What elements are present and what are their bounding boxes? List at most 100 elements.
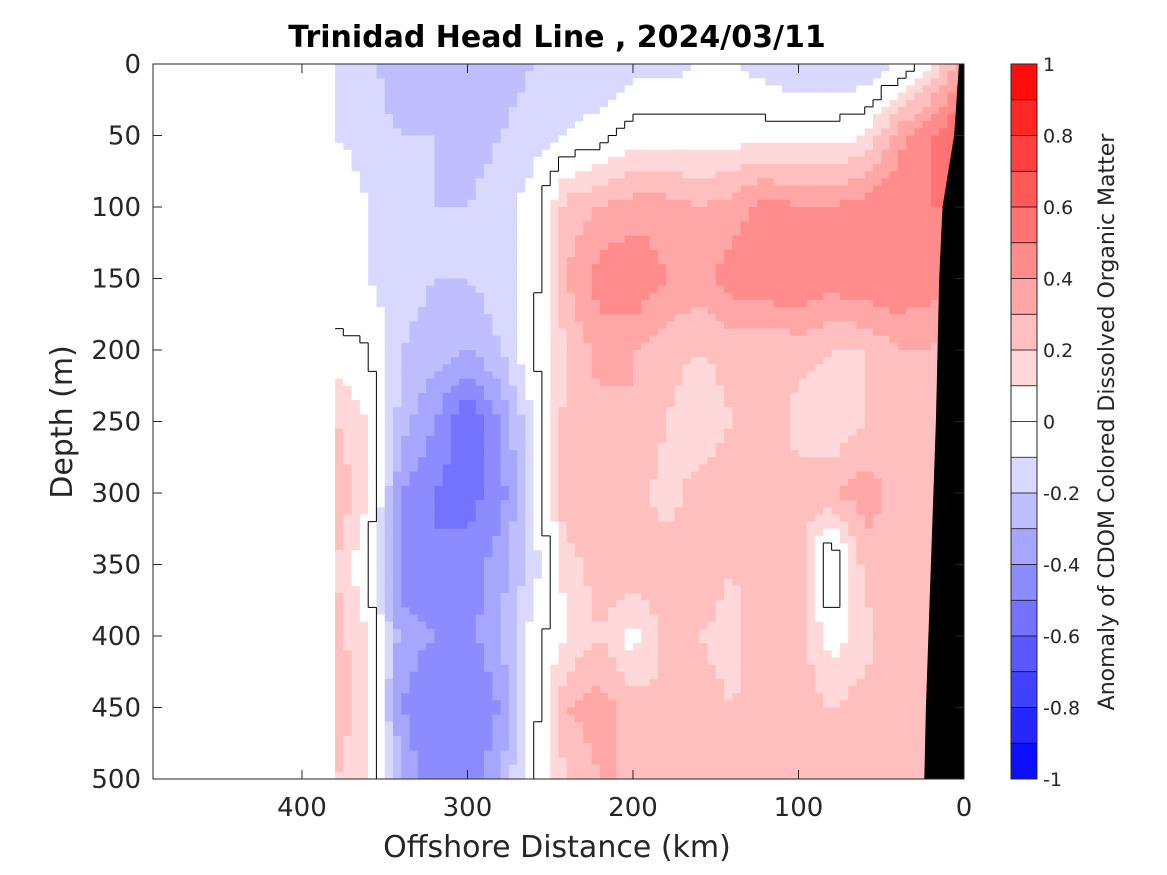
field-cell xyxy=(806,192,816,201)
field-cell xyxy=(781,400,791,408)
field-cell xyxy=(616,407,626,415)
field-cell xyxy=(649,214,659,222)
field-cell xyxy=(748,514,758,523)
field-cell xyxy=(815,435,824,444)
field-cell xyxy=(450,457,460,465)
field-cell xyxy=(392,264,402,272)
field-cell xyxy=(426,521,435,530)
field-cell xyxy=(442,121,452,129)
field-cell xyxy=(748,156,758,165)
field-cell xyxy=(699,521,709,530)
field-cell xyxy=(740,392,750,401)
field-cell xyxy=(897,264,907,272)
field-cell xyxy=(467,228,477,237)
field-cell xyxy=(715,357,725,365)
field-cell xyxy=(434,292,444,301)
field-cell xyxy=(550,78,560,87)
field-cell xyxy=(624,471,634,480)
field-cell xyxy=(368,271,378,280)
field-cell xyxy=(426,121,435,129)
field-cell xyxy=(409,92,419,101)
field-cell xyxy=(368,442,378,451)
field-cell xyxy=(666,328,675,337)
field-cell xyxy=(533,178,543,187)
field-cell xyxy=(368,221,378,230)
field-cell xyxy=(690,71,700,79)
field-cell xyxy=(442,350,452,358)
field-cell xyxy=(508,314,518,322)
field-cell xyxy=(732,521,742,530)
field-cell xyxy=(392,299,402,308)
field-cell xyxy=(641,271,651,280)
field-cell xyxy=(690,514,700,523)
field-cell xyxy=(343,285,353,294)
field-cell xyxy=(351,214,361,222)
field-cell xyxy=(401,450,411,458)
field-cell xyxy=(591,307,601,315)
field-cell xyxy=(575,114,584,122)
field-cell xyxy=(459,314,469,322)
field-cell xyxy=(500,185,510,194)
field-cell xyxy=(558,500,568,508)
field-cell xyxy=(616,485,626,494)
field-cell xyxy=(558,228,568,237)
field-cell xyxy=(343,64,353,72)
field-cell xyxy=(806,164,816,172)
field-cell xyxy=(566,249,576,258)
field-cell xyxy=(632,242,642,251)
field-cell xyxy=(707,371,717,380)
field-cell xyxy=(591,464,601,473)
field-cell xyxy=(724,149,733,158)
field-cell xyxy=(922,371,932,380)
field-cell xyxy=(459,214,469,222)
field-cell xyxy=(897,450,907,458)
field-cell xyxy=(740,171,750,179)
field-cell xyxy=(608,400,618,408)
field-cell xyxy=(599,106,609,115)
field-cell xyxy=(566,114,576,122)
field-cell xyxy=(599,185,609,194)
field-cell xyxy=(781,342,791,351)
field-cell xyxy=(450,221,460,230)
field-cell xyxy=(839,178,849,187)
field-cell xyxy=(823,249,833,258)
field-cell xyxy=(426,228,435,237)
field-cell xyxy=(492,178,502,187)
field-cell xyxy=(525,235,535,244)
field-cell xyxy=(409,378,419,387)
field-cell xyxy=(881,450,891,458)
field-cell xyxy=(674,278,684,287)
field-cell xyxy=(798,257,808,265)
field-cell xyxy=(608,507,618,516)
field-cell xyxy=(682,228,692,237)
field-cell xyxy=(781,71,791,79)
field-cell xyxy=(459,207,469,215)
field-cell xyxy=(624,385,634,394)
field-cell xyxy=(848,335,858,344)
field-cell xyxy=(856,400,866,408)
field-cell xyxy=(939,106,949,115)
field-cell xyxy=(343,99,353,108)
field-cell xyxy=(798,435,808,444)
field-cell xyxy=(815,135,824,144)
field-cell xyxy=(748,307,758,315)
field-cell xyxy=(906,478,915,487)
field-cell xyxy=(492,528,502,537)
field-cell xyxy=(781,271,791,280)
field-cell xyxy=(533,500,543,508)
field-cell xyxy=(484,99,493,108)
field-cell xyxy=(583,249,593,258)
field-cell xyxy=(690,171,700,179)
field-cell xyxy=(450,428,460,437)
field-cell xyxy=(450,228,460,237)
field-cell xyxy=(608,185,618,194)
field-cell xyxy=(707,457,717,465)
field-cell xyxy=(533,92,543,101)
field-cell xyxy=(359,221,369,230)
field-cell xyxy=(492,257,502,265)
field-cell xyxy=(517,335,526,344)
field-cell xyxy=(715,249,725,258)
field-cell xyxy=(690,114,700,122)
field-cell xyxy=(657,78,667,87)
field-cell xyxy=(765,464,775,473)
